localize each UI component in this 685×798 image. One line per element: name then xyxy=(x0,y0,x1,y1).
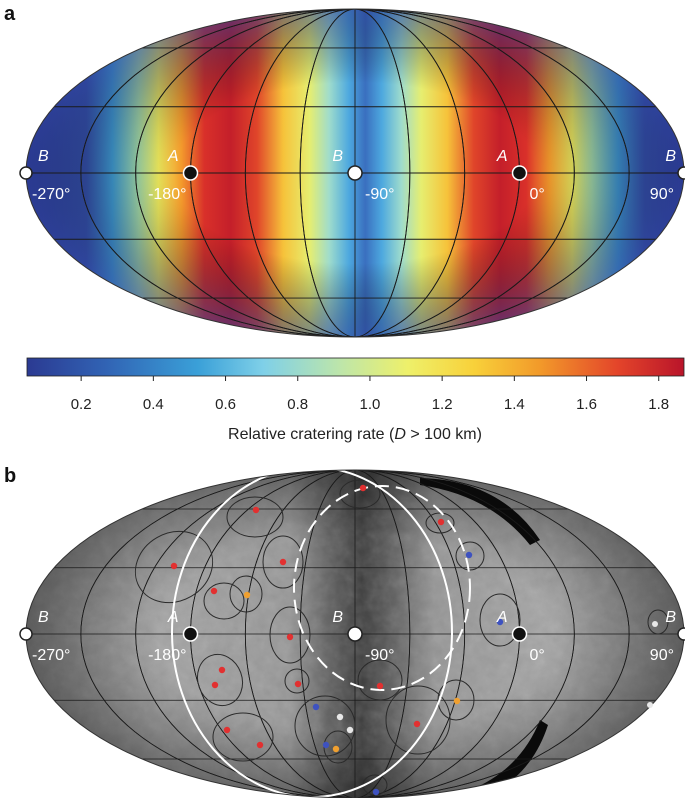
point-b-marker xyxy=(347,165,363,181)
point-b-label: B xyxy=(665,148,676,165)
colorbar-tick-label: 0.2 xyxy=(71,396,92,413)
longitude-label: -270° xyxy=(32,186,70,203)
longitude-label: -270° xyxy=(32,647,70,664)
point-b-label: B xyxy=(665,609,676,626)
longitude-label: 0° xyxy=(530,186,545,203)
point-a-marker xyxy=(511,165,528,181)
point-a-label: A xyxy=(167,609,179,626)
crater-dots xyxy=(170,484,658,796)
colorbar-bar xyxy=(26,357,685,377)
longitude-label: -90° xyxy=(365,186,395,203)
point-a-marker xyxy=(182,626,199,642)
colorbar-title: Relative cratering rate (D > 100 km) xyxy=(228,426,482,443)
colorbar-ticks: 0.2 0.4 0.6 0.8 1.0 1.2 1.4 1.6 1.8 xyxy=(71,376,669,413)
point-a-label: A xyxy=(167,148,179,165)
basin-outline-dashed xyxy=(293,485,471,691)
colorbar-tick-label: 1.6 xyxy=(576,396,597,413)
point-b-marker xyxy=(19,166,33,180)
longitude-label: 90° xyxy=(650,186,674,203)
longitude-label: -180° xyxy=(148,647,186,664)
point-b-marker xyxy=(347,626,363,642)
point-b-label: B xyxy=(38,148,49,165)
panel-b-points: B -270° A -180° B -90° A 0° B 90° xyxy=(19,609,685,664)
longitude-label: 90° xyxy=(650,647,674,664)
point-b-marker xyxy=(677,627,685,641)
colorbar-tick-label: 1.0 xyxy=(360,396,381,413)
longitude-label: -90° xyxy=(365,647,395,664)
point-a-marker xyxy=(182,165,199,181)
colorbar-tick-label: 0.6 xyxy=(215,396,236,413)
panel-b-letter: b xyxy=(4,465,16,487)
point-b-label: B xyxy=(332,609,343,626)
colorbar: 0.2 0.4 0.6 0.8 1.0 1.2 1.4 1.6 1.8 Relative cra… xyxy=(26,357,685,443)
colorbar-tick-label: 1.4 xyxy=(504,396,525,413)
no-data-region-top xyxy=(420,478,540,545)
point-b-label: B xyxy=(332,148,343,165)
basin-outlines xyxy=(134,479,669,796)
point-a-label: A xyxy=(496,609,508,626)
point-a-label: A xyxy=(496,148,508,165)
longitude-label: 0° xyxy=(530,647,545,664)
colorbar-tick-label: 1.2 xyxy=(432,396,453,413)
panel-a-letter: a xyxy=(4,3,16,25)
colorbar-tick-label: 1.8 xyxy=(648,396,669,413)
point-a-marker xyxy=(511,626,528,642)
colorbar-tick-label: 0.8 xyxy=(287,396,308,413)
point-b-label: B xyxy=(38,609,49,626)
longitude-label: -180° xyxy=(148,186,186,203)
panel-a-points: B -270° A -180° B -90° A 0° B 90° xyxy=(19,148,685,203)
panel-b-map xyxy=(25,469,685,798)
point-b-marker xyxy=(19,627,33,641)
point-b-marker xyxy=(677,166,685,180)
colorbar-tick-label: 0.4 xyxy=(143,396,164,413)
